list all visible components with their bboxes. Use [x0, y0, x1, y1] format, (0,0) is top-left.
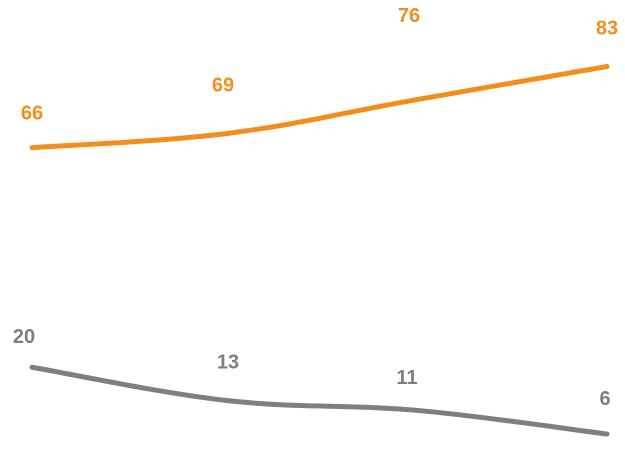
data-label-series-1-point-1: 66	[21, 103, 43, 125]
series-line-1	[29, 64, 610, 151]
data-label-series-2-point-4: 6	[599, 388, 610, 410]
data-label-series-2-point-1: 20	[13, 326, 35, 348]
data-label-series-2-point-2: 13	[217, 352, 239, 374]
data-label-series-1-point-3: 76	[398, 5, 420, 27]
data-label-series-1-point-4: 83	[596, 18, 618, 40]
data-labels: 66 69 76 83 20 13 11 6	[13, 5, 618, 410]
data-label-series-1-point-2: 69	[212, 74, 234, 96]
series-lines	[29, 64, 610, 437]
series-line-2	[29, 364, 610, 437]
data-label-series-2-point-3: 11	[396, 367, 417, 389]
